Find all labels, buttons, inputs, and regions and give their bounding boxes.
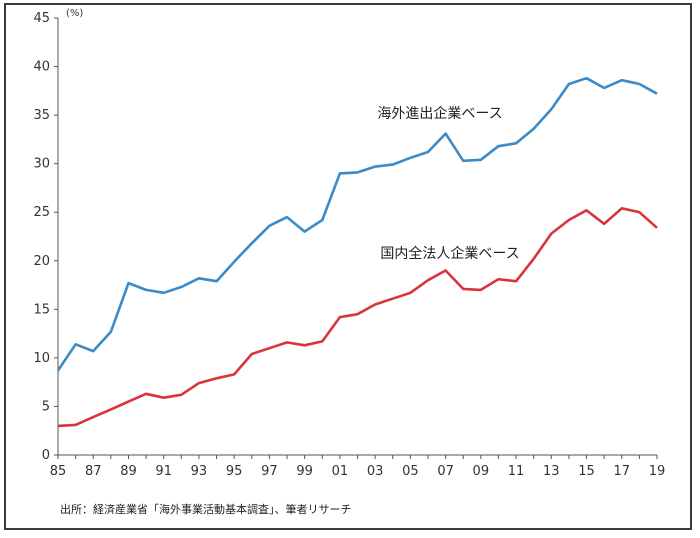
series-line-2 [57,207,658,428]
x-tick-label: 17 [613,464,630,479]
series-label-2: 国内全法人企業ベース [380,245,519,262]
x-tick-label: 91 [155,464,172,479]
x-tick-label: 13 [543,464,560,479]
x-tick-label: 97 [261,464,278,479]
source-note: 出所：経済産業省「海外事業活動基本調査」、筆者リサーチ [60,502,352,516]
y-tick-label: 40 [33,60,50,75]
x-tick-label: 87 [85,464,102,479]
y-tick-label: 30 [33,157,50,172]
x-tick-label: 99 [296,464,313,479]
x-tick-label: 03 [367,464,384,479]
y-axis-unit-label: (%) [66,8,83,19]
x-tick-label: 15 [578,464,595,479]
x-tick-label: 85 [50,464,67,479]
y-tick-label: 15 [33,302,50,317]
x-tick-label: 95 [226,464,243,479]
y-tick-label: 0 [42,448,50,463]
chart-frame [4,3,692,530]
x-tick-label: 09 [473,464,490,479]
x-tick-label: 89 [120,464,137,479]
x-tick-label: 19 [649,464,666,479]
y-tick-label: 45 [33,11,50,26]
y-tick-label: 25 [33,205,50,220]
x-tick-label: 01 [332,464,349,479]
x-tick-label: 07 [437,464,454,479]
series-label-1: 海外進出企業ベース [377,105,502,122]
y-tick-label: 20 [33,254,50,269]
series-lines [56,76,658,428]
x-tick-label: 05 [402,464,419,479]
x-tick-label: 93 [191,464,208,479]
series-line-1 [56,76,658,372]
y-tick-label: 5 [42,399,50,414]
y-tick-label: 10 [33,351,50,366]
y-tick-label: 35 [33,108,50,123]
x-tick-label: 11 [508,464,525,479]
